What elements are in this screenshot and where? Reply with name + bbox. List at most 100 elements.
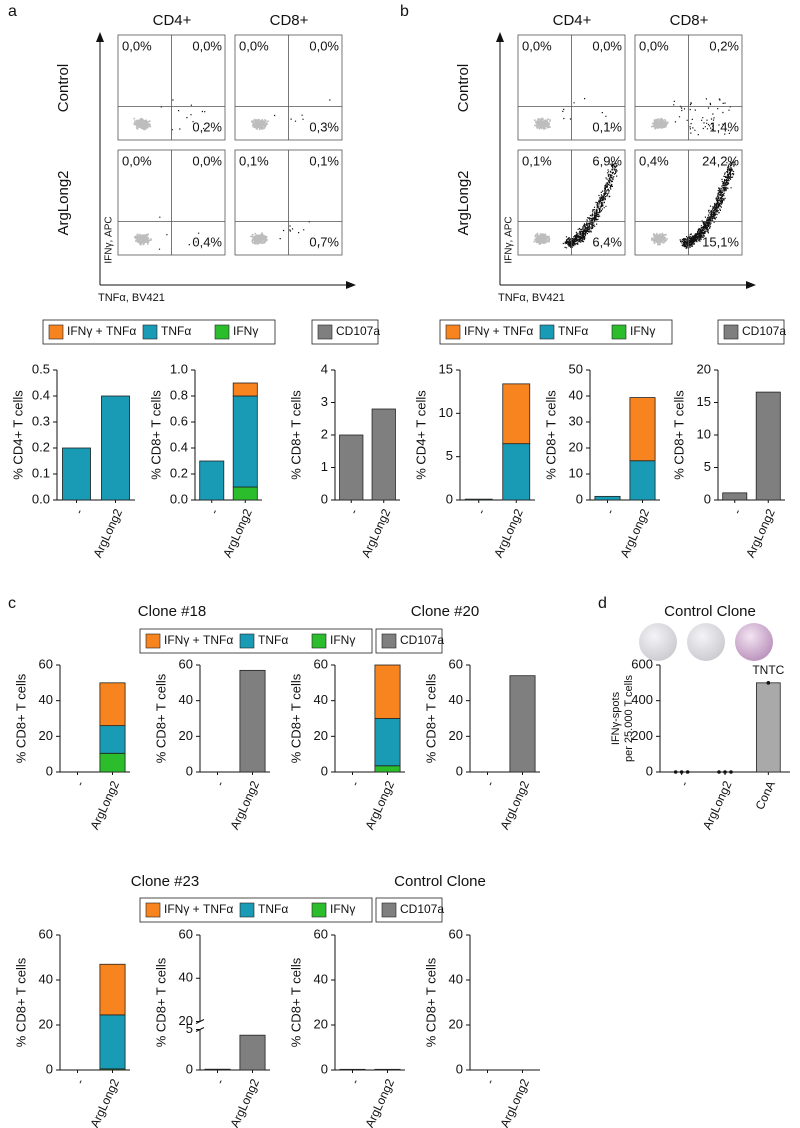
legend-swatch <box>311 902 327 918</box>
y-axis-label: % CD8+ T cells <box>671 390 686 480</box>
y-tick-label: 0 <box>646 763 653 778</box>
bar-segment <box>62 447 91 501</box>
legend-swatch <box>145 902 161 918</box>
bar-segment <box>629 460 656 501</box>
y-tick-label: 40 <box>449 971 463 986</box>
x-tick-label: - <box>213 1077 227 1087</box>
replicate-point <box>679 770 684 774</box>
legend-box <box>139 897 373 923</box>
legend-label: IFNγ <box>233 324 258 338</box>
event-cloud <box>651 117 669 130</box>
y-tick-label: 40 <box>449 692 463 707</box>
panel-letter: a <box>8 3 17 20</box>
bar-segment <box>374 1068 401 1071</box>
bar-segment <box>99 682 126 727</box>
legend-label: TNFα <box>558 324 588 338</box>
chart-title: Control Clone <box>664 603 756 620</box>
x-tick-label: - <box>213 779 227 789</box>
row-label: ArgLong2 <box>55 170 72 235</box>
y-axis-label: per 25.000 T cells <box>623 674 635 762</box>
y-tick-label: 60 <box>39 926 53 941</box>
bar <box>756 682 781 773</box>
x-tick-label: ConA <box>753 779 778 812</box>
replicate-point <box>673 770 678 774</box>
row-label: Control <box>55 64 72 112</box>
y-tick-label: 0 <box>704 491 711 506</box>
x-tick-label: - <box>348 779 362 789</box>
x-tick-label: ArgLong2 <box>497 778 532 831</box>
row-label: ArgLong2 <box>455 170 472 235</box>
replicate-point <box>723 770 727 774</box>
y-tick-label: 10 <box>439 405 453 420</box>
x-tick-label: ArgLong2 <box>700 778 735 831</box>
x-tick-label: ArgLong2 <box>491 506 526 559</box>
bar-segment <box>204 1068 231 1071</box>
legend-box <box>42 319 276 345</box>
y-tick-label: 2 <box>321 426 328 441</box>
x-tick-label: ArgLong2 <box>617 506 652 559</box>
x-tick-label: ArgLong2 <box>362 778 397 831</box>
bar-segment <box>99 963 126 1016</box>
legend-label: IFNγ <box>330 902 355 916</box>
clone-title: Control Clone <box>394 873 486 890</box>
bar-segment <box>374 718 401 767</box>
quadrant-percent: 0,2% <box>192 119 222 134</box>
x-tick-label: ArgLong2 <box>87 778 122 831</box>
y-axis-label: % CD4+ T cells <box>10 390 25 480</box>
x-tick-label: - <box>474 507 488 517</box>
quadrant-percent: 0,0% <box>592 38 622 53</box>
y-tick-label: 20 <box>697 361 711 376</box>
y-tick-label: 10 <box>697 426 711 441</box>
x-tick-label: ArgLong2 <box>227 1076 262 1128</box>
replicate-point <box>729 770 733 774</box>
quadrant-percent: 0,0% <box>309 38 339 53</box>
y-axis-label: % CD8+ T cells <box>148 390 163 480</box>
legend-label: IFNγ + TNFα <box>464 324 533 338</box>
quadrant-percent: 0,1% <box>309 153 339 168</box>
legend-label: CD107a <box>400 902 444 916</box>
x-tick-label: ArgLong2 <box>359 506 394 559</box>
legend-label: TNFα <box>161 324 191 338</box>
y-tick-label: 20 <box>449 728 463 743</box>
y-tick-label: 0 <box>456 763 463 778</box>
y-tick-label: 0.0 <box>32 491 50 506</box>
clone-title: Clone #23 <box>131 873 199 890</box>
y-tick-label: 0 <box>456 1061 463 1076</box>
y-tick-label: 0 <box>321 763 328 778</box>
axis-arrow <box>346 281 356 289</box>
y-tick-label: 40 <box>569 387 583 402</box>
y-tick-label: 30 <box>569 413 583 428</box>
y-tick-label: 0 <box>186 763 193 778</box>
x-tick-label: - <box>483 1077 497 1087</box>
y-tick-label: 20 <box>314 1016 328 1031</box>
y-tick-label: 0 <box>46 763 53 778</box>
x-tick-label: - <box>73 779 87 789</box>
y-axis-label: % CD8+ T cells <box>153 673 168 763</box>
y-tick-label: 60 <box>314 656 328 671</box>
legend-swatch <box>48 324 64 340</box>
panel-letter: d <box>598 595 607 612</box>
y-axis-label: % CD8+ T cells <box>288 957 303 1047</box>
bar-segment <box>755 391 781 501</box>
y-tick-label: 40 <box>314 692 328 707</box>
x-tick-label: - <box>483 779 497 789</box>
y-tick-label: 0 <box>446 491 453 506</box>
y-tick-label: 600 <box>631 656 653 671</box>
event-dots <box>679 161 735 249</box>
quadrant-percent: 0,3% <box>309 119 339 134</box>
y-tick-label: 3 <box>321 394 328 409</box>
quadrant-percent: 0,1% <box>239 153 269 168</box>
x-tick-label: ArgLong2 <box>220 506 255 559</box>
x-tick-label: ArgLong2 <box>497 1076 532 1128</box>
replicate-point <box>717 770 721 774</box>
replicate-point <box>766 681 771 685</box>
y-tick-label: 0.4 <box>170 439 188 454</box>
y-tick-label: 15 <box>697 394 711 409</box>
legend-label: IFNγ + TNFα <box>67 324 136 338</box>
bar-annotation: TNTC <box>752 663 784 677</box>
legend-swatch <box>611 324 627 340</box>
legend-label: IFNγ + TNFα <box>164 902 233 916</box>
y-tick-label: 20 <box>179 728 193 743</box>
x-tick-label: ArgLong2 <box>743 506 778 559</box>
y-axis-label: % CD8+ T cells <box>423 957 438 1047</box>
